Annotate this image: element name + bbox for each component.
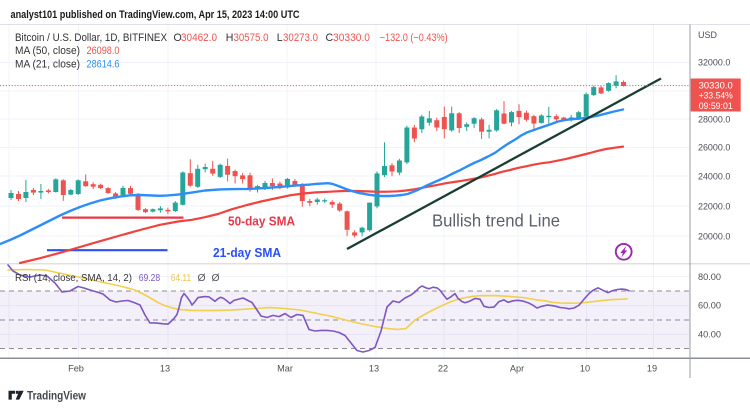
svg-text:H: H	[226, 32, 234, 44]
svg-text:30330.0: 30330.0	[333, 32, 370, 44]
svg-text:24000.0: 24000.0	[698, 172, 730, 182]
svg-text:30462.0: 30462.0	[181, 32, 217, 44]
svg-text:09:59:01: 09:59:01	[699, 100, 733, 111]
svg-text:Apr: Apr	[510, 363, 524, 373]
svg-text:O: O	[174, 32, 182, 44]
svg-text:10: 10	[580, 363, 590, 373]
svg-text:Mar: Mar	[277, 363, 293, 373]
svg-text:80.00: 80.00	[698, 272, 721, 282]
svg-text:50-day SMA: 50-day SMA	[228, 214, 296, 229]
svg-text:Feb: Feb	[68, 363, 84, 373]
svg-text:Ø: Ø	[212, 273, 220, 284]
svg-text:20000.0: 20000.0	[698, 232, 730, 242]
svg-text:USD: USD	[698, 30, 717, 40]
svg-text:C: C	[326, 32, 334, 44]
svg-text:22000.0: 22000.0	[698, 201, 730, 211]
svg-text:26098.0: 26098.0	[87, 45, 120, 57]
svg-text:69.28: 69.28	[139, 273, 161, 284]
svg-text:L: L	[277, 32, 283, 44]
svg-text:28614.6: 28614.6	[87, 58, 120, 70]
svg-text:19: 19	[647, 363, 657, 373]
svg-text:MA (50, close): MA (50, close)	[15, 45, 80, 57]
svg-text:21-day SMA: 21-day SMA	[213, 245, 282, 260]
svg-text:Bitcoin / U.S. Dollar, 1D, BIT: Bitcoin / U.S. Dollar, 1D, BITFINEX	[15, 32, 167, 44]
svg-text:−132.0 (−0.43%): −132.0 (−0.43%)	[380, 32, 448, 44]
svg-text:13: 13	[369, 363, 379, 373]
svg-text:26000.0: 26000.0	[698, 143, 730, 153]
svg-text:Ø: Ø	[198, 273, 206, 284]
svg-text:+33.54%: +33.54%	[699, 90, 733, 101]
svg-text:40.00: 40.00	[698, 330, 721, 340]
svg-text:30575.0: 30575.0	[234, 32, 269, 44]
svg-text:analyst101 published on Tradin: analyst101 published on TradingView.com,…	[11, 9, 300, 21]
svg-text:30330.0: 30330.0	[699, 79, 733, 90]
svg-text:22: 22	[438, 363, 448, 373]
svg-text:30273.0: 30273.0	[283, 32, 318, 44]
svg-text:28000.0: 28000.0	[698, 115, 730, 125]
svg-text:13: 13	[160, 363, 170, 373]
svg-text:60.00: 60.00	[698, 301, 721, 311]
svg-text:32000.0: 32000.0	[698, 58, 730, 68]
svg-text:TradingView: TradingView	[27, 389, 87, 402]
svg-text:Bullish trend Line: Bullish trend Line	[432, 210, 560, 230]
svg-text:RSI (14, close, SMA, 14, 2): RSI (14, close, SMA, 14, 2)	[15, 273, 132, 284]
svg-text:MA (21, close): MA (21, close)	[15, 58, 80, 70]
svg-text:64.11: 64.11	[171, 273, 192, 284]
